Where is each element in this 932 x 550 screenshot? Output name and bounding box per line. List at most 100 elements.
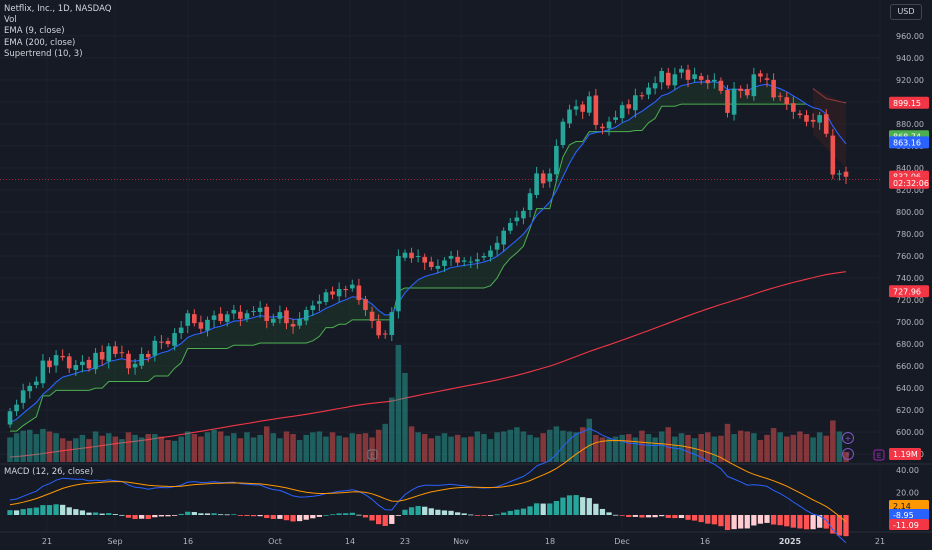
macd-histogram-bar: [797, 515, 803, 529]
candle-body: [415, 256, 421, 258]
volume-bar: [73, 438, 79, 462]
volume-bar: [224, 435, 230, 462]
indicator-ema9[interactable]: EMA (9, close): [4, 26, 65, 37]
volume-bar: [435, 435, 441, 462]
volume-bar: [329, 432, 336, 462]
volume-bar: [66, 440, 73, 462]
volume-bar: [678, 433, 685, 462]
candle-body: [554, 145, 559, 175]
candle-body: [27, 385, 33, 392]
earnings-marker-icon: [367, 449, 378, 460]
volume-bar: [356, 434, 362, 462]
candle-body: [343, 289, 349, 291]
macd-histogram-bar: [310, 515, 316, 519]
volume-bar: [468, 436, 474, 462]
macd-histogram-bar: [369, 515, 375, 521]
volume-bar: [685, 434, 691, 462]
macd-signal-line: [9, 439, 847, 522]
macd-histogram-bar: [33, 507, 39, 515]
candle-body: [751, 74, 757, 97]
dividend-plus-icon: [842, 432, 854, 444]
time-tick-label: 23: [400, 537, 410, 546]
macd-histogram-bar: [408, 507, 415, 515]
volume-bar: [481, 434, 487, 462]
earnings-upcoming-label: E: [877, 452, 881, 460]
macd-histogram-bar: [474, 515, 481, 516]
candle-body: [514, 217, 520, 222]
symbol-title[interactable]: Netflix, Inc., 1D, NASDAQ: [4, 4, 112, 14]
macd-histogram-bar: [191, 512, 197, 515]
candle-body: [47, 360, 52, 368]
macd-histogram-bar: [520, 508, 527, 515]
volume-bar: [33, 434, 40, 462]
currency-button[interactable]: USD: [890, 4, 922, 20]
volume-bar: [165, 439, 171, 462]
volume-bar: [86, 439, 92, 462]
candle-body: [317, 301, 322, 304]
volume-bar: [672, 436, 678, 462]
candle-body: [251, 311, 256, 313]
volume-bar: [59, 438, 66, 462]
volume-bar: [263, 426, 270, 462]
candle-body: [152, 340, 158, 356]
candle-body: [817, 115, 822, 123]
volume-bar: [211, 429, 217, 462]
candle-body: [646, 87, 651, 95]
volume-bar: [514, 427, 520, 462]
indicator-ema200[interactable]: EMA (200, close): [4, 37, 76, 48]
candle-body: [547, 173, 553, 182]
candle-body: [586, 96, 592, 113]
macd-value-label: 2.14: [893, 502, 911, 511]
candle-body: [159, 341, 164, 343]
indicator-volume[interactable]: Vol: [4, 15, 17, 26]
indicator-supertrend[interactable]: Supertrend (10, 3): [4, 48, 83, 59]
candle-body: [34, 381, 39, 386]
volume-bar: [20, 430, 26, 462]
macd-histogram-bar: [231, 514, 237, 516]
macd-histogram-bar: [185, 511, 191, 515]
volume-bar: [527, 434, 533, 462]
macd-histogram-bar: [836, 515, 843, 536]
macd-tick-label: 40.00: [896, 466, 919, 475]
volume-bar: [810, 437, 816, 462]
candle-body: [573, 106, 579, 110]
macd-histogram-bar: [92, 512, 99, 515]
price-value-label-bg: [889, 176, 929, 189]
macd-histogram-bar: [198, 513, 204, 515]
macd-histogram-bar: [566, 495, 573, 515]
candle-body: [639, 95, 645, 97]
candle-body: [777, 95, 783, 97]
volume-bar: [751, 433, 757, 462]
candle-body: [791, 103, 796, 112]
volume-bar: [764, 434, 770, 462]
candle-body: [119, 352, 125, 354]
volume-bar: [421, 434, 428, 462]
candle-body: [145, 354, 151, 358]
candle-body: [40, 360, 46, 384]
candle-body: [257, 307, 263, 312]
volume-bar: [619, 434, 625, 462]
macd-title[interactable]: MACD (12, 26, close): [4, 467, 94, 477]
macd-histogram-bar: [645, 515, 652, 518]
macd-histogram-bar: [336, 513, 342, 515]
candle-body: [356, 285, 362, 301]
candle-body: [73, 365, 79, 371]
candle-body: [86, 359, 92, 369]
price-tick-label: 920.00: [896, 76, 924, 85]
macd-histogram: [7, 495, 849, 537]
price-tick-label: 760.00: [896, 252, 924, 261]
macd-histogram-bar: [494, 514, 500, 516]
volume-bar: [652, 437, 658, 462]
volume-bar: [198, 436, 204, 462]
time-tick-label: 14: [345, 537, 355, 546]
macd-histogram-bar: [784, 515, 790, 527]
candle-body: [712, 79, 717, 82]
price-tick-label: 600.00: [896, 428, 924, 437]
volume-bar: [612, 436, 619, 462]
price-tick-label: 740.00: [896, 274, 924, 283]
macd-histogram-bar: [60, 504, 66, 515]
volume-bar: [257, 434, 263, 462]
macd-histogram-bar: [757, 515, 764, 524]
volume-bar: [7, 437, 13, 462]
